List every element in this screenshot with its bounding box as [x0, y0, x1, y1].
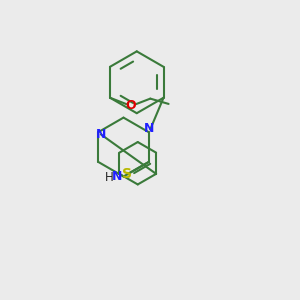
- Text: N: N: [96, 128, 107, 141]
- Text: N: N: [112, 170, 122, 183]
- Text: S: S: [122, 167, 132, 181]
- Text: O: O: [126, 100, 136, 112]
- Text: H: H: [104, 171, 113, 184]
- Text: N: N: [144, 122, 154, 135]
